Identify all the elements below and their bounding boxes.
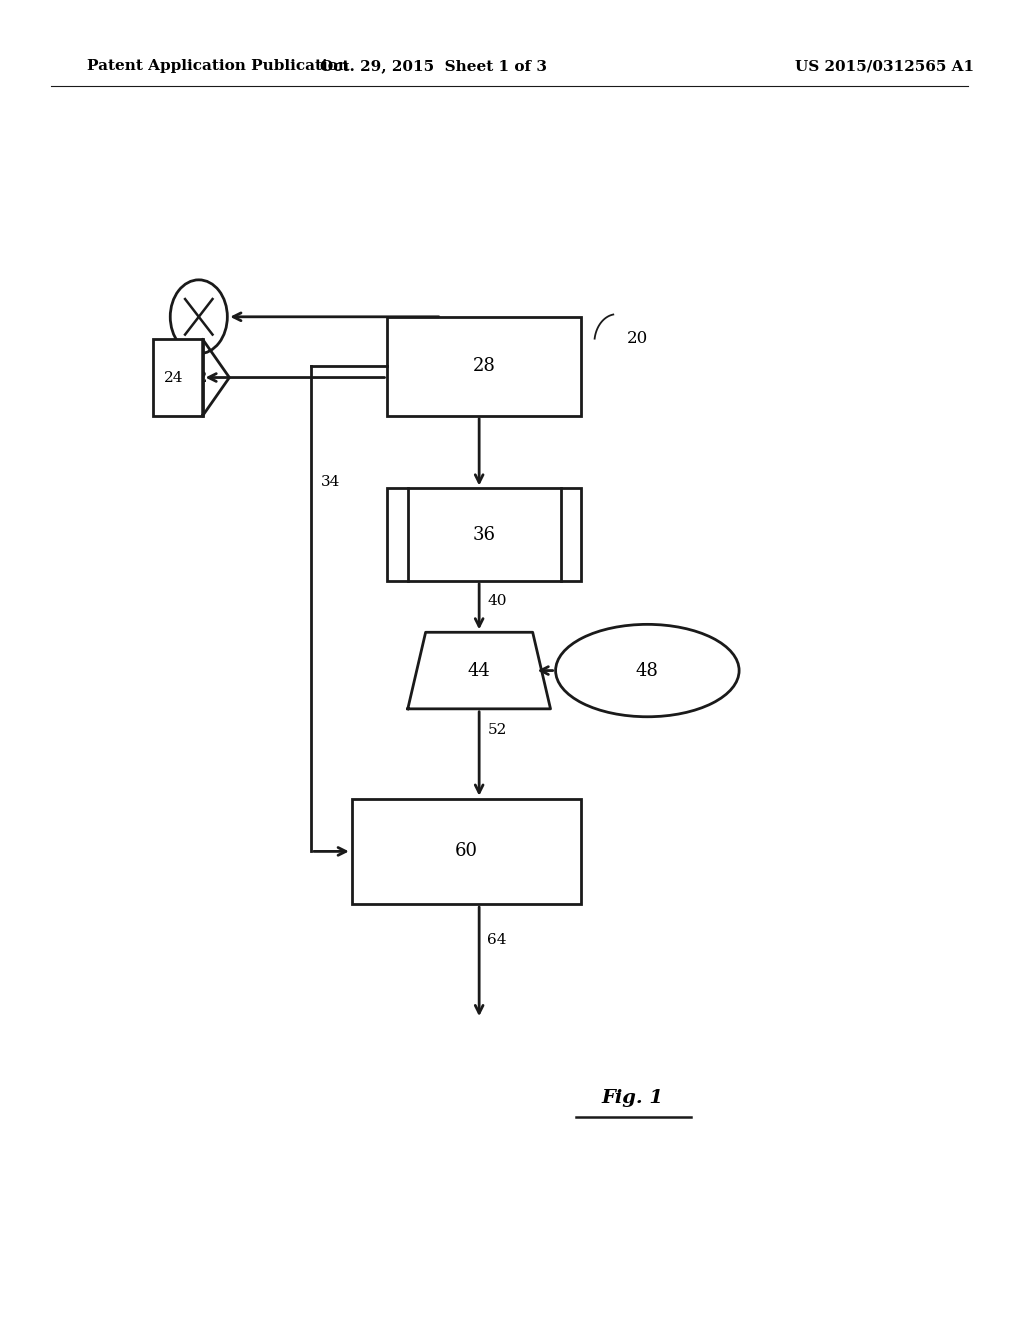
Text: 48: 48 (636, 661, 658, 680)
Text: 34: 34 (322, 475, 341, 488)
Text: 52: 52 (487, 723, 507, 737)
Text: 44: 44 (468, 661, 490, 680)
Text: US 2015/0312565 A1: US 2015/0312565 A1 (796, 59, 974, 74)
Text: 36: 36 (473, 525, 496, 544)
Bar (387, 488, 581, 581)
Text: 32: 32 (189, 371, 209, 385)
Text: 64: 64 (487, 933, 507, 946)
Text: 28: 28 (473, 358, 496, 375)
Text: Patent Application Publication: Patent Application Publication (87, 59, 348, 74)
Text: 60: 60 (455, 842, 478, 861)
Text: 24: 24 (164, 371, 183, 384)
Circle shape (170, 280, 227, 354)
Bar (387, 317, 581, 416)
Text: 40: 40 (487, 594, 507, 607)
Ellipse shape (556, 624, 739, 717)
Text: Oct. 29, 2015  Sheet 1 of 3: Oct. 29, 2015 Sheet 1 of 3 (319, 59, 547, 74)
Text: Fig. 1: Fig. 1 (601, 1089, 664, 1107)
Bar (153, 339, 203, 416)
Bar (351, 799, 581, 904)
Text: 20: 20 (627, 330, 648, 347)
